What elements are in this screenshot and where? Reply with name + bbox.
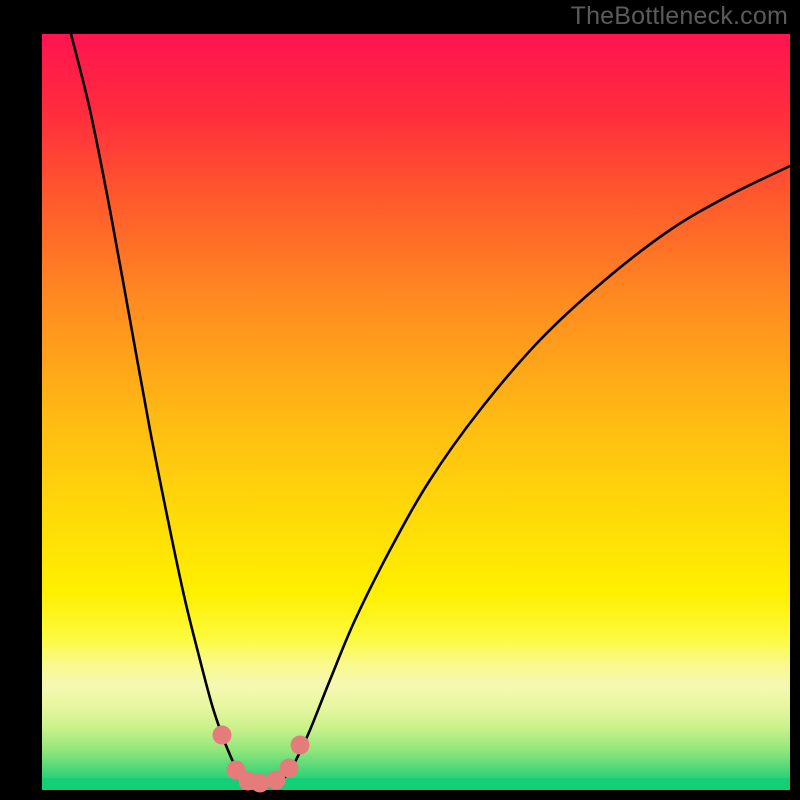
chart-stage: TheBottleneck.com [0, 0, 800, 800]
plot-gradient-background [42, 34, 790, 790]
plot-bottom-green-band [42, 778, 790, 790]
watermark-text: TheBottleneck.com [571, 2, 788, 31]
